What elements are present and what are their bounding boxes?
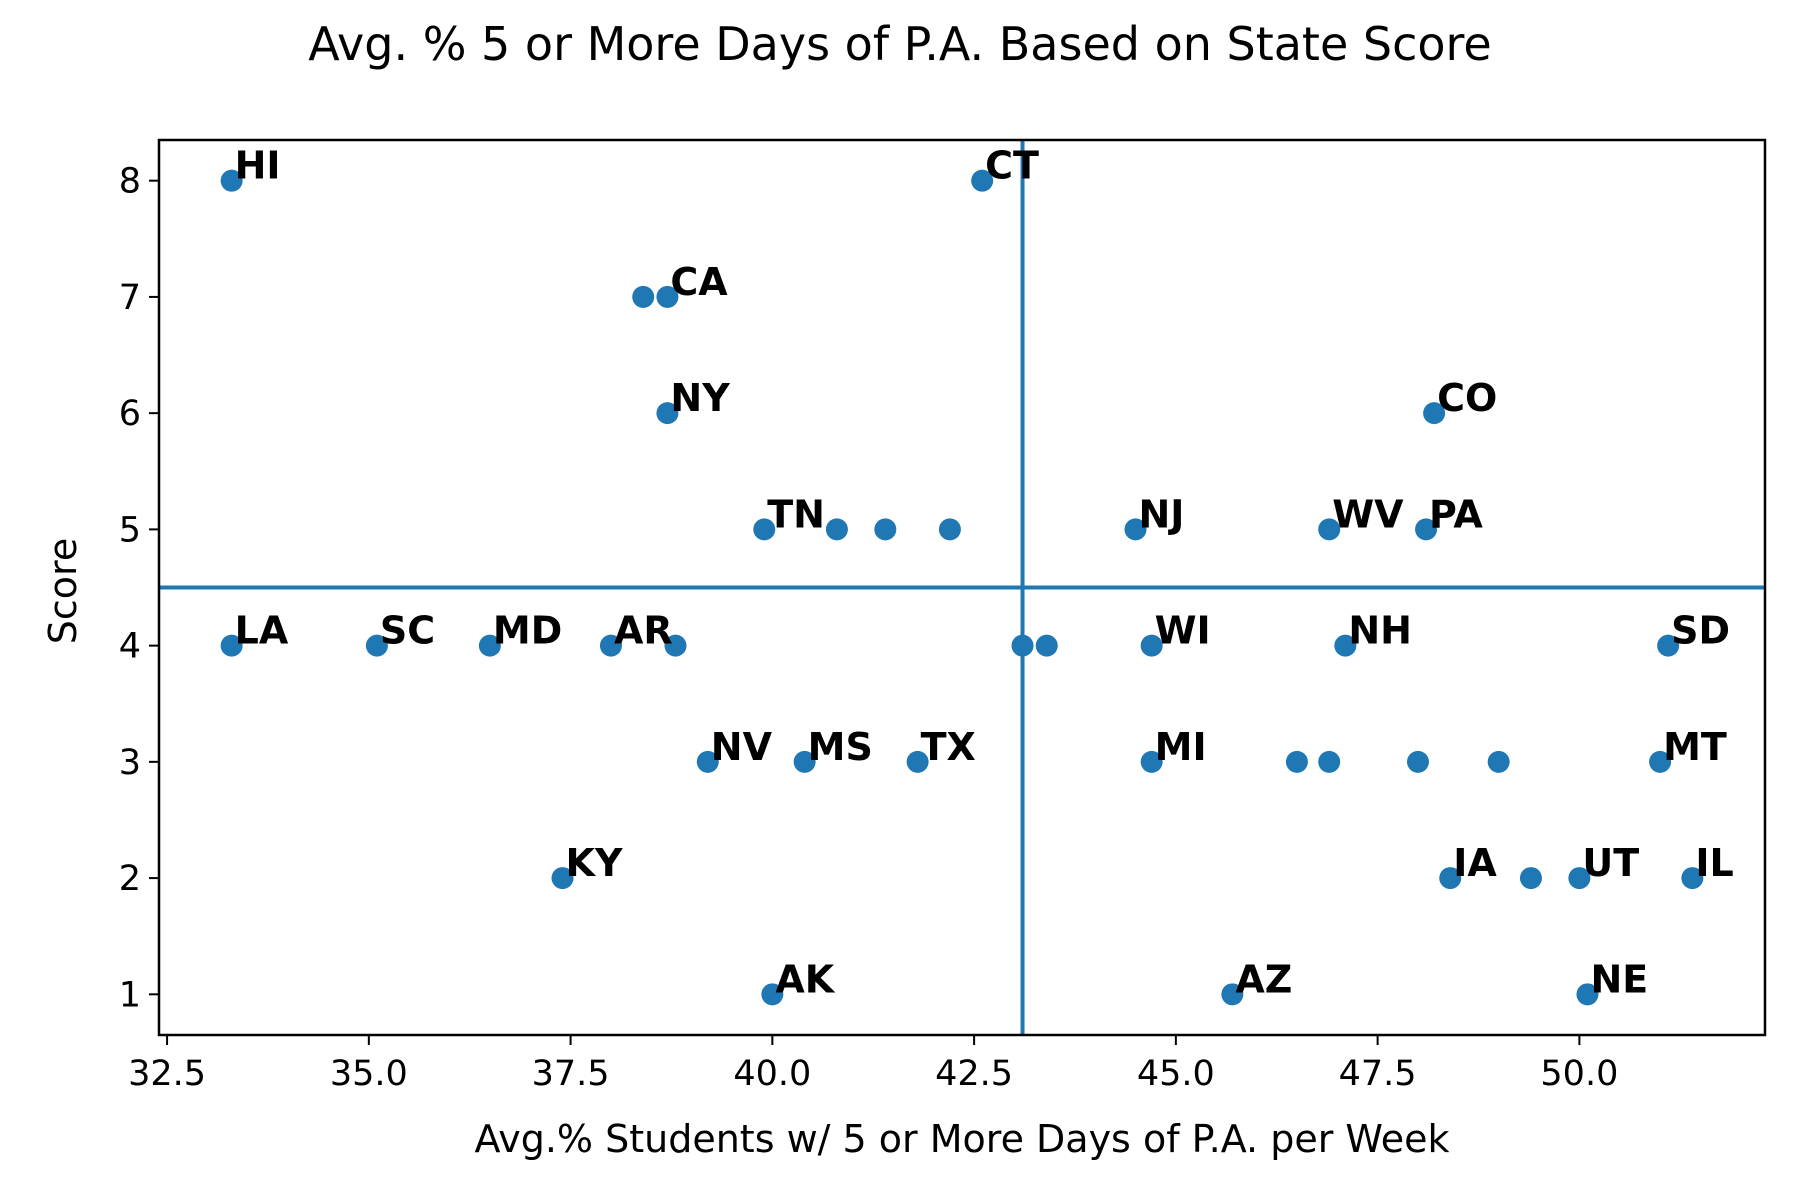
data-point — [1519, 867, 1542, 890]
point-label: WI — [1155, 609, 1211, 653]
point-label: MS — [808, 725, 873, 769]
data-point — [1657, 634, 1680, 657]
y-tick-label: 8 — [119, 162, 141, 202]
point-label: HI — [235, 144, 281, 188]
x-tick-label: 32.5 — [128, 1054, 206, 1094]
data-point — [1124, 518, 1147, 541]
point-label: NH — [1348, 609, 1412, 653]
data-point — [1318, 750, 1341, 773]
data-point — [1415, 518, 1438, 541]
point-label: WV — [1332, 492, 1404, 536]
y-tick-label: 7 — [119, 278, 141, 318]
data-point — [1221, 983, 1244, 1006]
data-point — [1318, 518, 1341, 541]
point-label: IA — [1453, 841, 1497, 885]
point-label: SD — [1671, 609, 1730, 653]
y-tick-label: 2 — [119, 859, 141, 899]
chart-title: Avg. % 5 or More Days of P.A. Based on S… — [308, 17, 1491, 71]
y-tick-label: 1 — [119, 975, 141, 1015]
x-tick-label: 35.0 — [330, 1054, 408, 1094]
point-label: TX — [921, 725, 976, 769]
point-label: IL — [1695, 841, 1733, 885]
point-label: NJ — [1139, 492, 1185, 536]
data-point — [793, 750, 816, 773]
x-axis-label: Avg.% Students w/ 5 or More Days of P.A.… — [474, 1117, 1449, 1161]
data-point — [906, 750, 929, 773]
x-tick-label: 37.5 — [532, 1054, 610, 1094]
point-label: AR — [614, 609, 673, 653]
y-tick-label: 6 — [119, 394, 141, 434]
point-label: KY — [566, 841, 623, 885]
data-point — [753, 518, 776, 541]
data-point — [1035, 634, 1058, 657]
point-label: NY — [670, 376, 730, 420]
data-point — [365, 634, 388, 657]
data-point — [664, 634, 687, 657]
point-label: AZ — [1235, 957, 1292, 1001]
data-point — [1576, 983, 1599, 1006]
point-label: UT — [1582, 841, 1639, 885]
data-point — [971, 169, 994, 192]
data-point — [632, 285, 655, 308]
y-tick-label: 5 — [119, 510, 141, 550]
data-point — [478, 634, 501, 657]
data-point — [220, 169, 243, 192]
point-label: CA — [670, 260, 728, 304]
point-label: PA — [1429, 492, 1483, 536]
data-point — [1011, 634, 1034, 657]
point-label: NV — [711, 725, 773, 769]
data-point — [1439, 867, 1462, 890]
data-point — [1681, 867, 1704, 890]
y-tick-label: 4 — [119, 627, 141, 667]
data-point — [1568, 867, 1591, 890]
data-point — [874, 518, 897, 541]
data-point — [1140, 750, 1163, 773]
data-point — [551, 867, 574, 890]
data-point — [696, 750, 719, 773]
point-label: NE — [1590, 957, 1648, 1001]
data-point — [825, 518, 848, 541]
x-tick-label: 47.5 — [1339, 1054, 1417, 1094]
data-point — [1334, 634, 1357, 657]
data-point — [1406, 750, 1429, 773]
plot-area: 32.5 35.0 37.5 40.0 42.5 45.0 47.5 50.0 1 2 3 4 5 6 7 8… — [119, 138, 1767, 1094]
point-label: AK — [775, 957, 835, 1001]
x-tick-label: 40.0 — [733, 1054, 811, 1094]
point-label: CT — [985, 144, 1039, 188]
data-point — [1140, 634, 1163, 657]
data-point — [1649, 750, 1672, 773]
point-label: LA — [235, 609, 289, 653]
data-point — [1487, 750, 1510, 773]
point-label: CO — [1437, 376, 1497, 420]
data-point — [656, 285, 679, 308]
data-point — [220, 634, 243, 657]
point-label: MI — [1155, 725, 1207, 769]
data-point — [1423, 402, 1446, 425]
data-point — [761, 983, 784, 1006]
data-point — [656, 402, 679, 425]
data-point — [938, 518, 961, 541]
y-axis-label: Score — [41, 538, 85, 644]
data-point — [1285, 750, 1308, 773]
y-tick-label: 3 — [119, 743, 141, 783]
x-tick-label: 45.0 — [1137, 1054, 1215, 1094]
point-label: SC — [380, 609, 435, 653]
plot-frame — [157, 138, 1767, 1037]
data-point — [599, 634, 622, 657]
point-label: TN — [767, 492, 825, 536]
point-label: MD — [493, 609, 562, 653]
point-label: MT — [1663, 725, 1727, 769]
x-tick-label: 42.5 — [935, 1054, 1013, 1094]
x-tick-label: 50.0 — [1540, 1054, 1618, 1094]
